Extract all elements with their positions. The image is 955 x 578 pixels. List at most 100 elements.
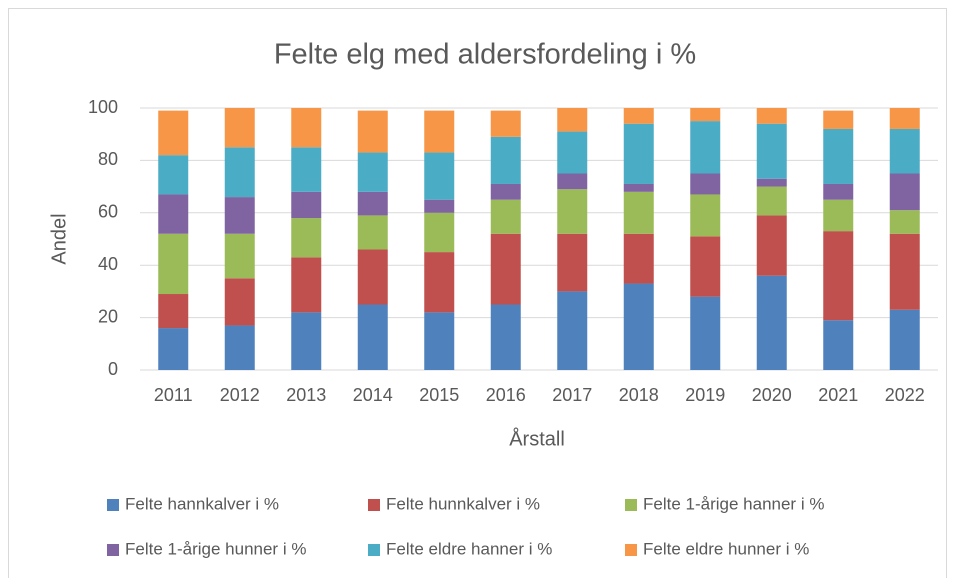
y-tick-label: 0 (108, 359, 118, 379)
bar-segment (557, 173, 588, 190)
bar-segment (291, 218, 322, 258)
x-tick-label: 2013 (286, 385, 326, 405)
bar-segment (291, 108, 322, 148)
legend-swatch (625, 499, 637, 511)
bar-segment (823, 320, 854, 370)
bar-segment (158, 233, 189, 295)
x-tick-label: 2012 (220, 385, 260, 405)
bar-segment (424, 312, 455, 370)
y-tick-label: 80 (98, 149, 118, 169)
bar-segment (224, 147, 255, 198)
x-tick-label: 2019 (685, 385, 725, 405)
bar-segment (291, 257, 322, 313)
y-tick-label: 40 (98, 254, 118, 274)
legend-label: Felte 1-årige hunner i % (125, 539, 306, 558)
bar-segment (823, 110, 854, 129)
bar-segment (490, 183, 521, 200)
bar-segment (823, 231, 854, 321)
bar-segment (158, 110, 189, 156)
bar-segment (690, 121, 721, 174)
x-tick-label: 2020 (752, 385, 792, 405)
y-tick-label: 20 (98, 306, 118, 326)
bar-segment (557, 233, 588, 292)
legend-label: Felte eldre hunner i % (643, 539, 809, 558)
bar-segment (357, 304, 388, 370)
x-tick-label: 2017 (552, 385, 592, 405)
bar-segment (224, 108, 255, 148)
bar-segment (357, 152, 388, 192)
y-tick-label: 60 (98, 202, 118, 222)
y-axis-label: Andel (48, 213, 70, 264)
bar-segment (690, 296, 721, 370)
bar-segment (756, 123, 787, 179)
legend-swatch (625, 544, 637, 556)
chart-border (8, 8, 947, 578)
bar-segment (424, 110, 455, 153)
bar-segment (158, 294, 189, 329)
x-tick-label: 2011 (154, 385, 193, 405)
bar-segment (889, 128, 920, 174)
legend-swatch (368, 544, 380, 556)
bar-segment (623, 283, 654, 370)
y-tick-label: 100 (88, 97, 118, 117)
legend-swatch (368, 499, 380, 511)
bar-segment (823, 128, 854, 184)
bar-segment (557, 108, 588, 132)
bar-segment (557, 189, 588, 234)
bar-segment (756, 178, 787, 187)
bar-segment (756, 275, 787, 370)
bar-segment (690, 194, 721, 237)
bar-segment (357, 215, 388, 250)
bar-segment (623, 183, 654, 192)
bar-segment (424, 252, 455, 313)
legend-label: Felte 1-årige hanner i % (643, 494, 824, 513)
bar-segment (823, 199, 854, 232)
bar-segment (158, 194, 189, 234)
bar-segment (690, 236, 721, 297)
bar-segment (490, 304, 521, 370)
bar-segment (424, 199, 455, 213)
bar-segment (224, 233, 255, 279)
bar-segment (889, 173, 920, 211)
bar-segment (158, 155, 189, 195)
bar-segment (357, 249, 388, 305)
bar-segment (291, 147, 322, 192)
x-axis-label: Årstall (509, 427, 565, 450)
bar-segment (490, 199, 521, 234)
bar-segment (291, 191, 322, 219)
x-tick-label: 2018 (619, 385, 659, 405)
bar-segment (424, 212, 455, 253)
bar-segment (889, 233, 920, 310)
x-tick-label: 2022 (885, 385, 925, 405)
x-tick-label: 2015 (419, 385, 459, 405)
bar-segment (623, 123, 654, 184)
bar-segment (623, 233, 654, 284)
bar-segment (756, 186, 787, 216)
bar-segment (823, 183, 854, 200)
legend-label: Felte hannkalver i % (125, 494, 279, 513)
chart-title: Felte elg med aldersfordeling i % (274, 39, 696, 71)
bar-segment (490, 136, 521, 184)
bar-segment (490, 110, 521, 137)
bar-segment (490, 233, 521, 305)
bar-segment (690, 108, 721, 122)
x-tick-label: 2016 (486, 385, 526, 405)
bar-segment (158, 328, 189, 370)
bar-segment (424, 152, 455, 200)
legend-label: Felte eldre hanner i % (386, 539, 552, 558)
bar-segment (889, 309, 920, 370)
x-tick-label: 2014 (353, 385, 393, 405)
bar-segment (357, 191, 388, 216)
bar-segment (291, 312, 322, 370)
bar-segment (557, 291, 588, 370)
bar-segment (756, 108, 787, 124)
legend-swatch (107, 544, 119, 556)
bar-segment (224, 325, 255, 370)
bar-segment (557, 131, 588, 174)
legend-swatch (107, 499, 119, 511)
bar-segment (690, 173, 721, 195)
bar-segment (224, 197, 255, 234)
bar-segment (756, 215, 787, 276)
bar-segment (889, 210, 920, 234)
